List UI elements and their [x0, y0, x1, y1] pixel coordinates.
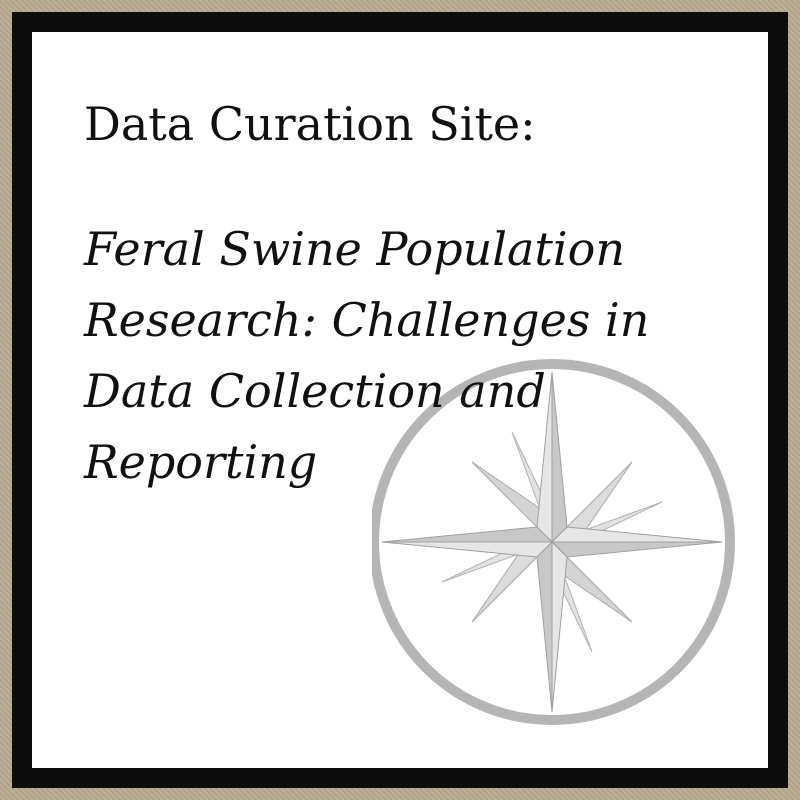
title-line: Reporting	[84, 435, 318, 489]
title-line: Feral Swine Population	[84, 222, 625, 276]
text-block: Data Curation Site: Feral Swine Populati…	[84, 94, 704, 498]
content-panel: Data Curation Site: Feral Swine Populati…	[32, 32, 768, 768]
title-line: Research: Challenges in	[84, 293, 650, 347]
site-label: Data Curation Site:	[84, 97, 536, 151]
compass-rose-icon	[372, 359, 735, 725]
page-title: Feral Swine Population Research: Challen…	[84, 214, 704, 498]
title-line: Data Collection and	[84, 364, 546, 418]
